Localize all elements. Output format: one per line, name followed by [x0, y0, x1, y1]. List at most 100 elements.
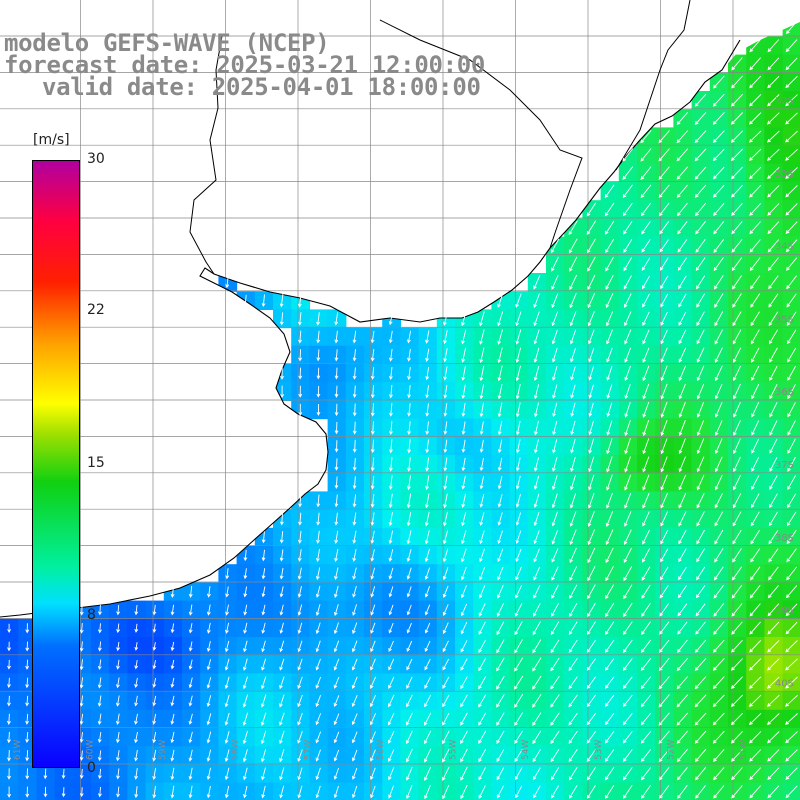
- wind-arrow: [588, 420, 594, 436]
- wind-arrow: [97, 677, 102, 689]
- wind-arrow: [7, 641, 11, 652]
- wind-arrow: [641, 785, 651, 799]
- wind-arrow: [370, 403, 375, 417]
- wind-arrow: [6, 695, 11, 707]
- colorbar-tick-30: 30: [87, 151, 105, 167]
- wind-arrow: [316, 385, 321, 398]
- wind-arrow: [749, 639, 762, 653]
- wind-arrow: [623, 602, 633, 618]
- wind-arrow: [768, 329, 778, 345]
- wind-arrow: [514, 621, 523, 636]
- wind-arrow: [224, 658, 230, 671]
- wind-arrow: [460, 766, 468, 781]
- wind-arrow: [640, 148, 652, 162]
- wind-arrow: [623, 293, 632, 308]
- wind-arrow: [497, 548, 504, 563]
- forecast-date: forecast date: 2025-03-21 12:00:00: [4, 51, 486, 79]
- wind-arrow: [587, 492, 595, 509]
- wind-arrow: [569, 584, 578, 600]
- wind-arrow: [461, 493, 467, 509]
- wind-arrow: [152, 785, 157, 799]
- wind-arrow: [461, 403, 466, 417]
- wind-arrow: [478, 785, 486, 799]
- wind-arrow: [714, 548, 724, 563]
- wind-arrow: [152, 695, 157, 707]
- wind-arrow: [551, 548, 559, 563]
- wind-arrow: [443, 439, 448, 454]
- wind-arrow: [388, 767, 395, 781]
- colorbar-tick-0: 0: [87, 760, 96, 776]
- wind-arrow: [786, 275, 797, 290]
- wind-arrow: [25, 677, 30, 689]
- wind-arrow: [387, 712, 395, 726]
- wind-arrow: [586, 202, 597, 217]
- wind-arrow: [297, 785, 303, 799]
- wind-arrow: [751, 475, 760, 491]
- wind-arrow: [642, 293, 650, 308]
- wind-arrow: [424, 676, 431, 689]
- wind-arrow: [748, 112, 762, 125]
- wind-arrow: [623, 785, 633, 799]
- wind-arrow: [677, 257, 687, 271]
- wind-arrow: [388, 493, 393, 509]
- wind-arrow: [641, 584, 651, 599]
- wind-arrow: [496, 694, 505, 708]
- wind-arrow: [496, 657, 505, 672]
- wind-arrow: [569, 547, 577, 564]
- wind-arrow: [622, 731, 633, 744]
- wind-arrow: [696, 383, 705, 400]
- wind-arrow: [570, 348, 576, 363]
- wind-arrow: [714, 311, 724, 327]
- wind-arrow: [315, 731, 322, 744]
- wind-arrow: [694, 184, 707, 198]
- wind-arrow: [352, 421, 357, 435]
- wind-arrow: [388, 367, 393, 381]
- wind-arrow: [7, 677, 11, 689]
- wind-arrow: [642, 529, 650, 545]
- wind-arrow: [712, 712, 725, 726]
- wind-arrow: [334, 440, 339, 453]
- wind-arrow: [622, 694, 633, 708]
- wind-arrow: [460, 694, 468, 708]
- wind-arrow: [748, 130, 762, 143]
- wind-arrow: [532, 730, 542, 745]
- wind-arrow: [496, 639, 505, 654]
- wind-arrow: [750, 275, 761, 290]
- wind-arrow: [786, 293, 797, 308]
- wind-arrow: [496, 621, 505, 636]
- wind-arrow: [279, 658, 285, 671]
- wind-arrow: [170, 641, 175, 652]
- wind-arrow: [678, 493, 687, 509]
- wind-arrow: [606, 402, 613, 418]
- wind-arrow: [261, 622, 266, 634]
- wind-arrow: [660, 566, 669, 581]
- wind-arrow: [478, 694, 487, 708]
- wind-arrow: [678, 420, 686, 437]
- wind-arrow: [588, 402, 594, 418]
- wind-arrow: [767, 767, 780, 780]
- wind-arrow: [479, 439, 484, 453]
- wind-arrow: [751, 438, 760, 454]
- wind-arrow: [624, 438, 631, 455]
- wind-arrow: [170, 677, 175, 689]
- wind-arrow: [733, 456, 741, 473]
- wind-arrow: [624, 365, 631, 382]
- axis-labels: 32S 33S 34S 35S 36S 37S 38S 39S 40S 61W 60W 59W 58W 5…: [13, 96, 794, 760]
- wind-arrow: [767, 203, 780, 216]
- wind-arrow: [515, 293, 522, 308]
- border-line-east: [379, 19, 583, 249]
- wind-arrow: [733, 383, 741, 400]
- wind-arrow: [460, 622, 468, 635]
- wind-arrow: [97, 623, 102, 634]
- wind-arrow: [369, 694, 377, 708]
- wind-arrow: [170, 731, 175, 744]
- wind-arrow: [533, 293, 540, 308]
- wind-arrow: [425, 421, 430, 435]
- wind-arrow: [369, 713, 377, 726]
- wind-arrow: [769, 402, 778, 418]
- wind-arrow: [497, 311, 504, 327]
- wind-arrow: [352, 349, 357, 362]
- wind-arrow: [461, 439, 466, 453]
- wind-arrow: [712, 112, 725, 125]
- wind-arrow: [152, 749, 157, 762]
